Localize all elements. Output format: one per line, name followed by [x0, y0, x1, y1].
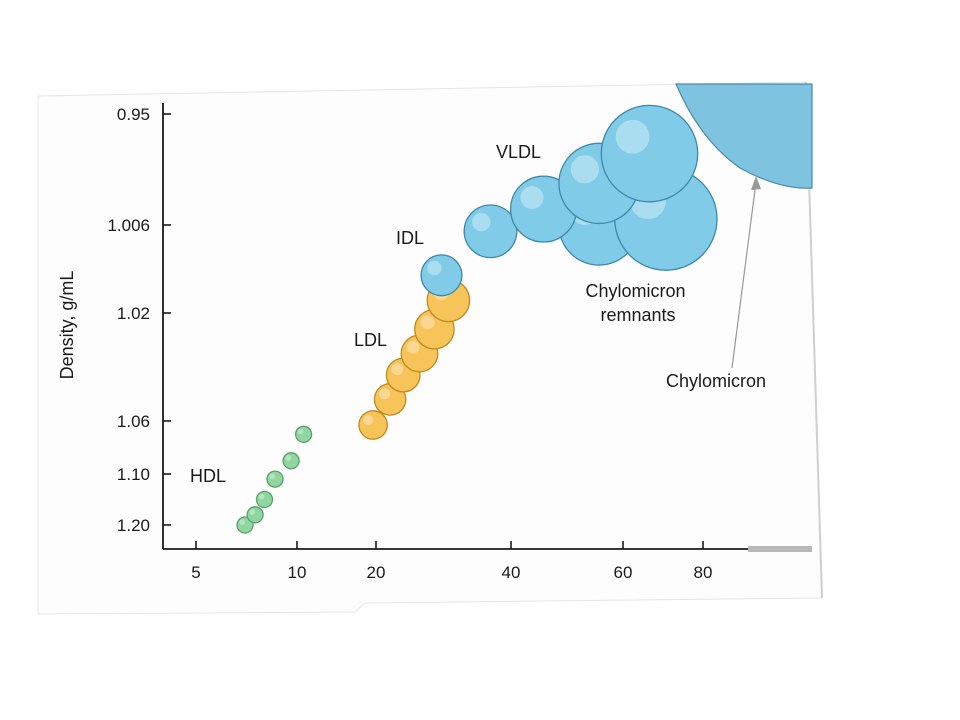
chylomicron-arrow-head: [751, 176, 761, 190]
y-tick-label: 1.20: [117, 516, 150, 535]
bubble-highlight: [269, 473, 276, 480]
y-tick-label: 1.006: [107, 216, 150, 235]
label-idl: IDL: [396, 228, 424, 248]
x-tick-label: 80: [694, 563, 713, 582]
x-axis-ticks: 5 10 20 40 60 80: [191, 541, 712, 582]
bubble-highlight: [258, 493, 265, 500]
chylomicron-bubble-group: [675, 83, 813, 369]
chylomicron-arrow: [731, 181, 757, 369]
y-tick-label: 1.02: [117, 304, 150, 323]
bubble-highlight: [379, 388, 391, 400]
label-chylomicron: Chylomicron: [666, 371, 766, 391]
bubble-highlight: [520, 186, 544, 210]
hdl-point: [282, 452, 300, 470]
bubble-highlight: [406, 340, 420, 354]
bubble-highlight: [249, 509, 256, 515]
y-tick-label: 1.06: [117, 412, 150, 431]
y-axis-label: Density, g/mL: [57, 271, 77, 380]
x-tick-label: 10: [288, 563, 307, 582]
hdl-point: [266, 470, 284, 488]
label-chylomicron-remnants-line2: remnants: [600, 305, 675, 325]
hdl-point: [255, 490, 274, 509]
hdl-point: [236, 516, 254, 534]
bubble-highlight: [298, 428, 304, 435]
label-hdl: HDL: [190, 466, 226, 486]
vldl-point: [463, 204, 518, 259]
x-tick-label: 5: [191, 563, 200, 582]
label-ldl: LDL: [354, 330, 387, 350]
bubble-highlight: [391, 363, 404, 376]
bubble-highlight: [420, 315, 435, 330]
x-tick-label: 60: [614, 563, 633, 582]
x-tick-label: 20: [367, 563, 386, 582]
ldl-point: [358, 410, 388, 440]
x-tick-label: 40: [502, 563, 521, 582]
hdl-point: [246, 506, 264, 524]
bubble-highlight: [285, 455, 292, 461]
bubble-highlight: [427, 260, 442, 276]
y-axis-ticks: 0.95 1.006 1.02 1.06 1.10 1.20: [107, 105, 171, 535]
bubble-highlight: [239, 519, 245, 525]
hdl-point: [294, 425, 313, 443]
chylomicron-bubble: [675, 83, 813, 189]
label-vldl: VLDL: [496, 142, 541, 162]
y-tick-label: 0.95: [117, 105, 150, 124]
idl-point: [420, 254, 463, 297]
bubble-highlight: [615, 119, 650, 154]
y-tick-label: 1.10: [117, 465, 150, 484]
bubbles: [236, 104, 718, 534]
bubble-highlight: [570, 155, 600, 184]
vldl-point: [600, 104, 699, 203]
label-chylomicron-remnants: Chylomicron remnants: [585, 281, 690, 325]
bubble-highlight: [363, 415, 374, 425]
label-chylomicron-remnants-line1: Chylomicron: [585, 281, 685, 301]
bubble-highlight: [472, 212, 491, 232]
